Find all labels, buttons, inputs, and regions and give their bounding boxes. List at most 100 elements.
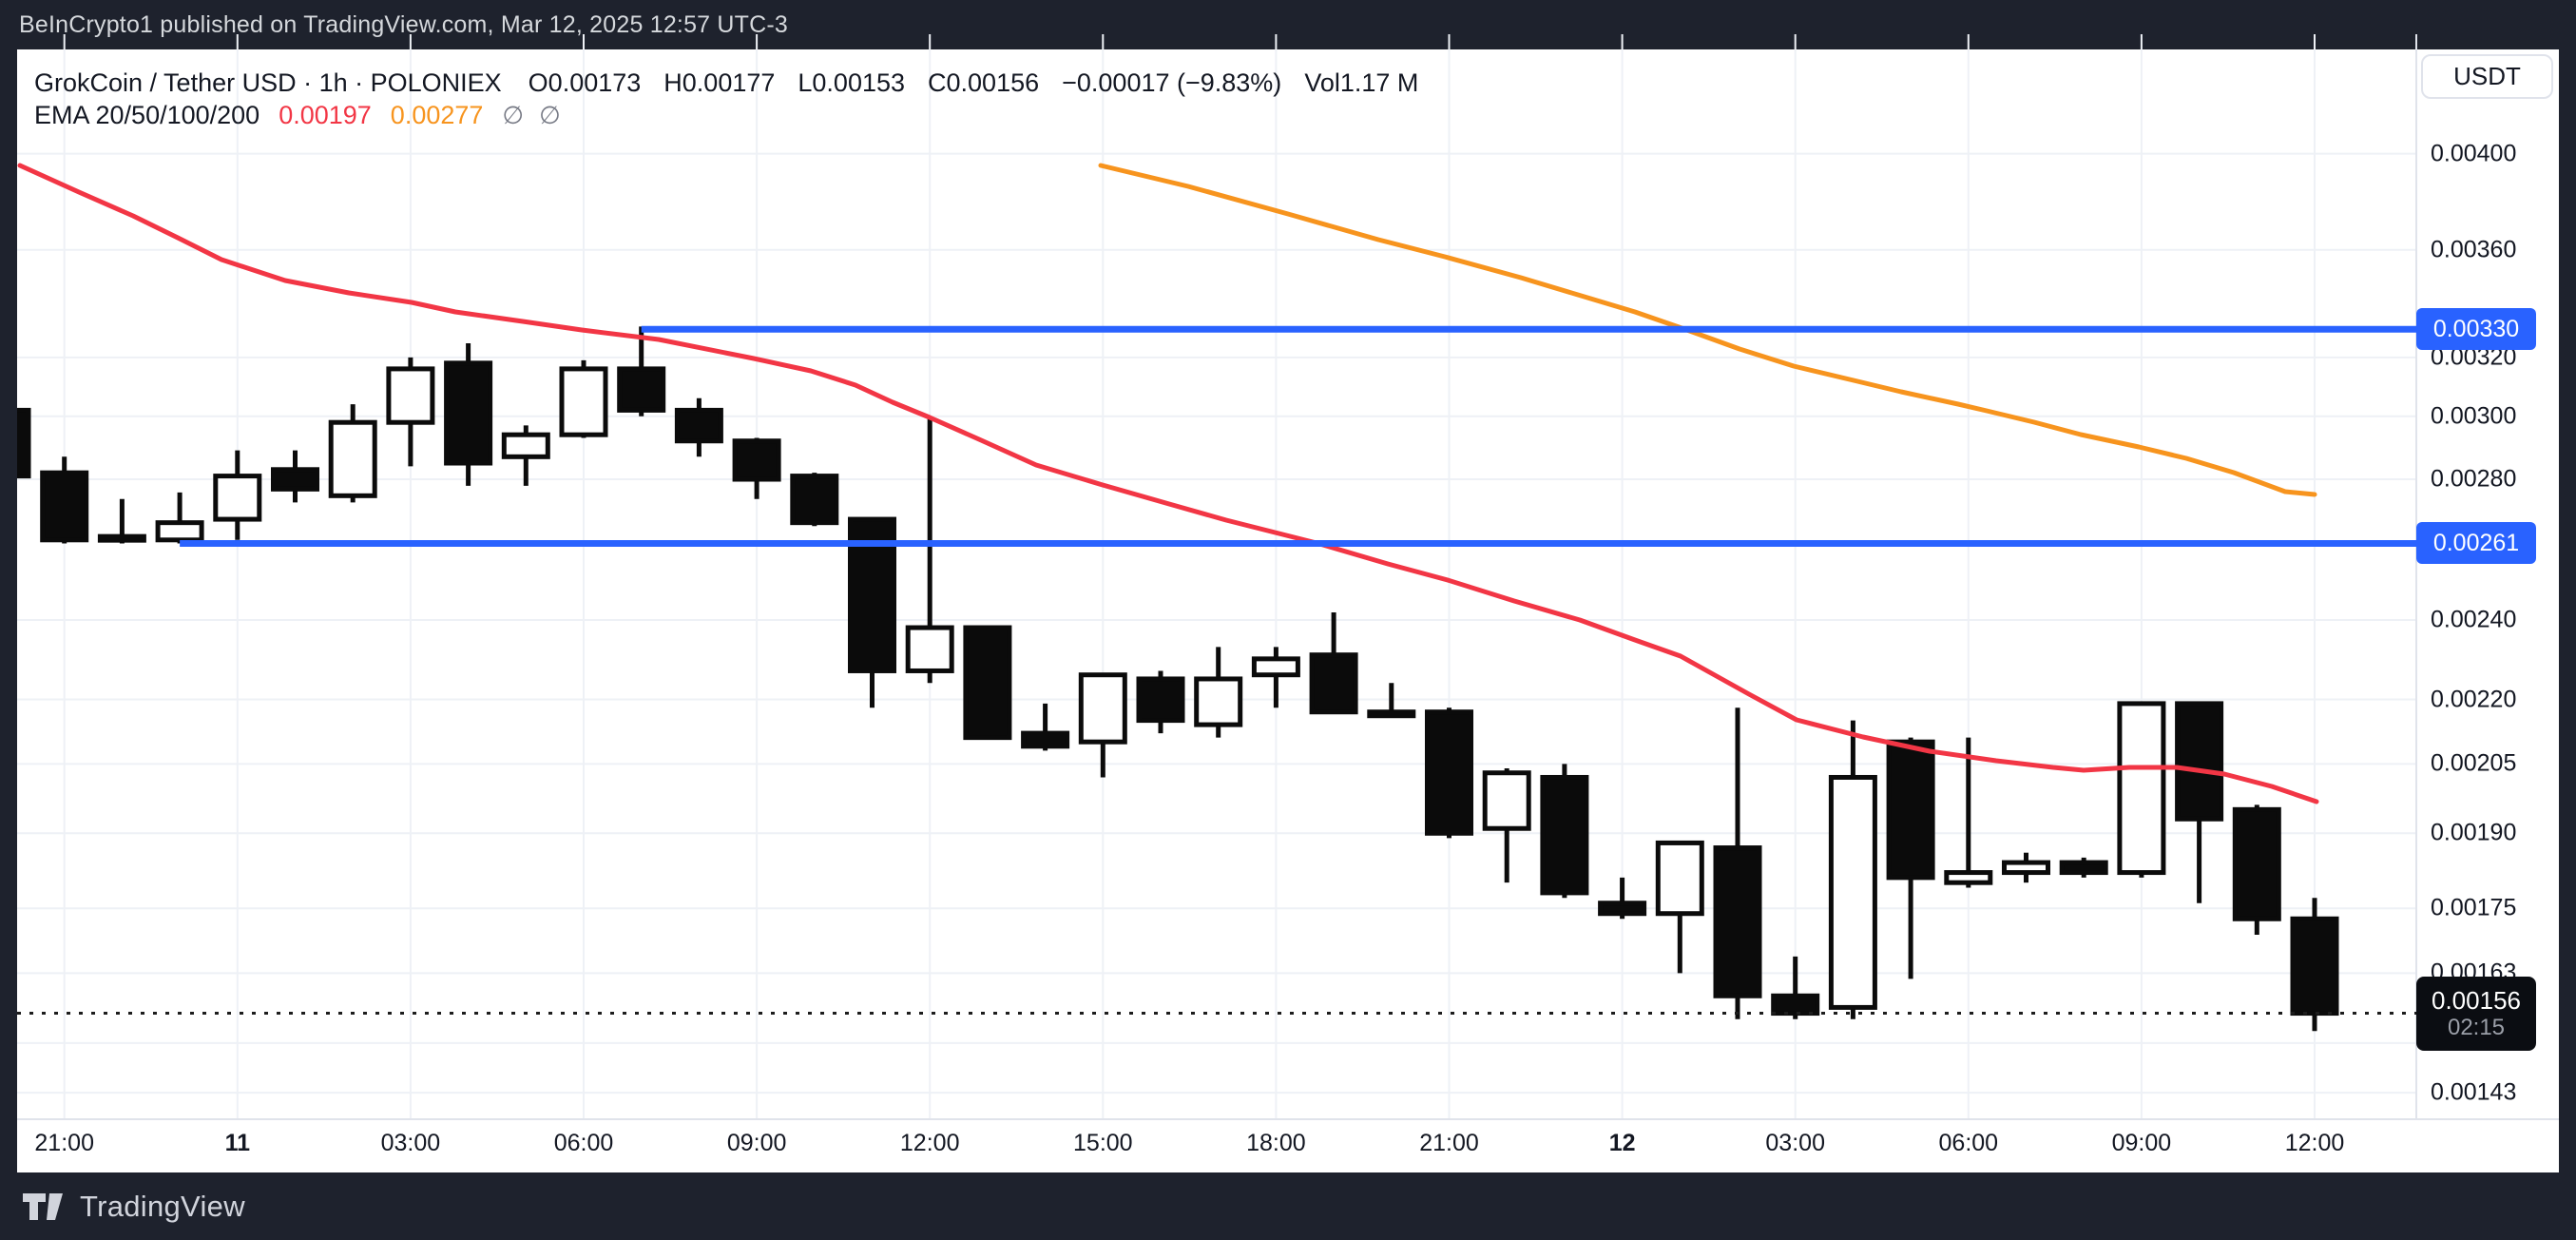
candle-body-down <box>2290 916 2339 1017</box>
tradingview-brand-text: TradingView <box>80 1189 245 1223</box>
ema20-value: 0.00197 <box>279 100 372 129</box>
candle-body-up <box>213 474 262 522</box>
ema50-value: 0.00277 <box>390 100 484 129</box>
candle <box>17 407 31 479</box>
ema200-empty-icon: ∅ <box>539 100 561 129</box>
candle <box>2175 701 2224 903</box>
candle <box>1136 670 1185 734</box>
candle <box>1194 647 1243 738</box>
candle <box>790 473 839 527</box>
legend-ema-row: EMA 20/50/100/200 0.00197 0.00277 ∅ ∅ <box>34 99 1441 131</box>
candle-body-down <box>1021 730 1070 749</box>
candle-body-down <box>1886 739 1935 881</box>
candle-body-up <box>1655 840 1704 917</box>
candle-body-down <box>1309 652 1358 715</box>
tradingview-logo-icon <box>23 1192 63 1220</box>
legend-close: C0.00156 <box>928 68 1040 97</box>
candle <box>1078 672 1127 778</box>
chart-canvas <box>17 49 2559 1172</box>
candle <box>386 357 435 467</box>
candle-body-up <box>155 520 204 543</box>
candle-body-down <box>617 366 666 413</box>
candle <box>501 425 550 486</box>
candle-body-up <box>1482 770 1531 831</box>
candle-body-down <box>17 407 31 479</box>
ema20-line <box>17 163 2319 804</box>
ema100-empty-icon: ∅ <box>502 100 525 129</box>
candle-body-down <box>271 467 319 492</box>
candle <box>2290 898 2339 1032</box>
candle <box>1482 768 1531 883</box>
candle-body-up <box>1367 709 1416 719</box>
legend-low: L0.00153 <box>798 68 906 97</box>
candle-body-up <box>2002 860 2050 876</box>
candle <box>1540 764 1589 899</box>
candle-body-down <box>444 360 493 466</box>
candle <box>2232 804 2281 936</box>
candle <box>617 326 666 417</box>
candle-body-up <box>1944 870 1993 885</box>
candle <box>2117 701 2166 878</box>
candle <box>963 625 1012 741</box>
candle <box>213 450 262 540</box>
candle <box>732 437 781 499</box>
candle-body-up <box>386 366 435 425</box>
candle-body-down <box>2059 860 2108 876</box>
candle <box>1771 956 1820 1019</box>
candle-body-up <box>1194 676 1243 727</box>
candle-body-up <box>501 432 550 459</box>
chart-legend: GrokCoin / Tether USD · 1h · POLONIEX O0… <box>34 67 1441 131</box>
candle-body-up <box>559 366 608 437</box>
candle-body-up <box>1828 774 1877 1010</box>
candle <box>40 456 89 544</box>
candle-body-up <box>1078 672 1127 745</box>
candle <box>1251 647 1300 708</box>
tradingview-brand[interactable]: TradingView <box>21 1172 245 1240</box>
legend-volume: Vol1.17 M <box>1304 68 1419 97</box>
attribution-bar: BeInCrypto1 published on TradingView.com… <box>0 0 2576 49</box>
candle-body-up <box>1251 656 1300 678</box>
candle-body-down <box>674 407 723 444</box>
candle <box>1367 683 1416 719</box>
candle <box>1425 707 1473 839</box>
legend-high: H0.00177 <box>663 68 776 97</box>
candle <box>1598 877 1647 920</box>
candle-body-down <box>2175 701 2224 822</box>
candle <box>1886 737 1935 979</box>
legend-symbol-row: GrokCoin / Tether USD · 1h · POLONIEX O0… <box>34 67 1441 99</box>
candle <box>1309 612 1358 715</box>
candle-body-down <box>1771 993 1820 1017</box>
candle <box>2002 852 2050 883</box>
candle <box>559 359 608 438</box>
candle-body-down <box>1540 774 1589 896</box>
ema-indicator-label: EMA 20/50/100/200 <box>34 100 260 129</box>
candle-body-down <box>790 474 839 526</box>
candle <box>1021 703 1070 751</box>
candle <box>1828 720 1877 1019</box>
candle <box>905 416 954 684</box>
candle-body-down <box>40 470 89 543</box>
candle <box>155 492 204 544</box>
currency-toggle-button[interactable]: USDT <box>2421 54 2553 99</box>
candle-body-down <box>1425 709 1473 836</box>
candle <box>444 342 493 486</box>
candle-body-up <box>328 419 377 498</box>
attribution-text: BeInCrypto1 published on TradingView.com… <box>19 11 789 38</box>
candle-body-down <box>963 625 1012 741</box>
candle <box>328 404 377 503</box>
candle-body-down <box>732 438 781 482</box>
candle-body-down <box>1713 845 1762 998</box>
footer-bar: TradingView <box>0 1172 2576 1240</box>
legend-change: −0.00017 (−9.83%) <box>1062 68 1282 97</box>
candle <box>1655 840 1704 974</box>
candle-body-up <box>97 533 146 543</box>
candle <box>674 397 723 457</box>
ema50-line <box>1098 163 2317 497</box>
candle-body-up <box>2117 701 2166 876</box>
candle-body-down <box>1136 676 1185 724</box>
symbol-title: GrokCoin / Tether USD · 1h · POLONIEX <box>34 68 502 97</box>
candle-body-down <box>2232 806 2281 921</box>
candle-body-down <box>1598 901 1647 917</box>
